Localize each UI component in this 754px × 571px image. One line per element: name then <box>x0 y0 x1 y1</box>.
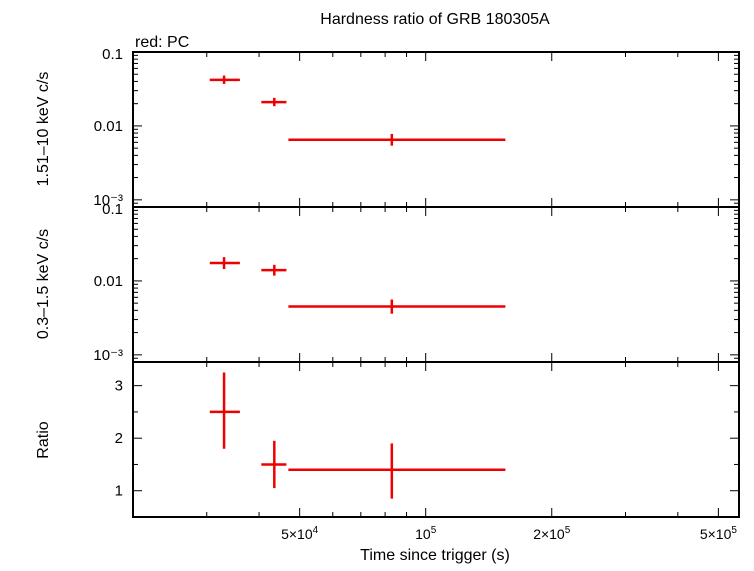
legend-note: red: PC <box>135 34 189 51</box>
plot-frame <box>132 51 740 208</box>
y-tick-label: 0.01 <box>94 273 123 290</box>
y-axis-label: 1.51–10 keV c/s <box>35 72 52 187</box>
y-tick-label: 1 <box>115 483 123 500</box>
panel-bottom: 1 2 3 Ratio 5×104 105 2×105 5×105 <box>35 361 740 542</box>
y-tick-label: 3 <box>115 378 123 395</box>
panels: 0.1 0.01 10⁻³ 1.51–10 keV c/s 0.1 0.01 10⁻³ 0.3… <box>35 46 740 542</box>
panel-top: 0.1 0.01 10⁻³ 1.51–10 keV c/s <box>35 46 740 209</box>
x-tick-label: 2×105 <box>533 525 571 542</box>
plot-frame <box>132 206 740 363</box>
y-tick-label: 0.1 <box>102 201 123 218</box>
x-axis-label: Time since trigger (s) <box>360 547 510 564</box>
chart-title: Hardness ratio of GRB 180305A <box>320 11 550 28</box>
y-axis-label: Ratio <box>35 421 52 458</box>
y-axis-label: 0.3–1.5 keV c/s <box>35 229 52 339</box>
x-tick-label: 5×104 <box>281 525 319 542</box>
y-tick-label: 0.01 <box>94 118 123 135</box>
y-tick-label: 10⁻³ <box>93 347 123 364</box>
x-tick-label: 5×105 <box>700 525 738 542</box>
plot-frame <box>132 361 740 518</box>
panel-middle: 0.1 0.01 10⁻³ 0.3–1.5 keV c/s <box>35 201 740 364</box>
y-tick-label: 10⁻³ <box>93 192 123 209</box>
x-tick-label: 105 <box>415 525 437 542</box>
y-tick-label: 0.1 <box>102 46 123 63</box>
y-tick-label: 2 <box>115 430 123 447</box>
